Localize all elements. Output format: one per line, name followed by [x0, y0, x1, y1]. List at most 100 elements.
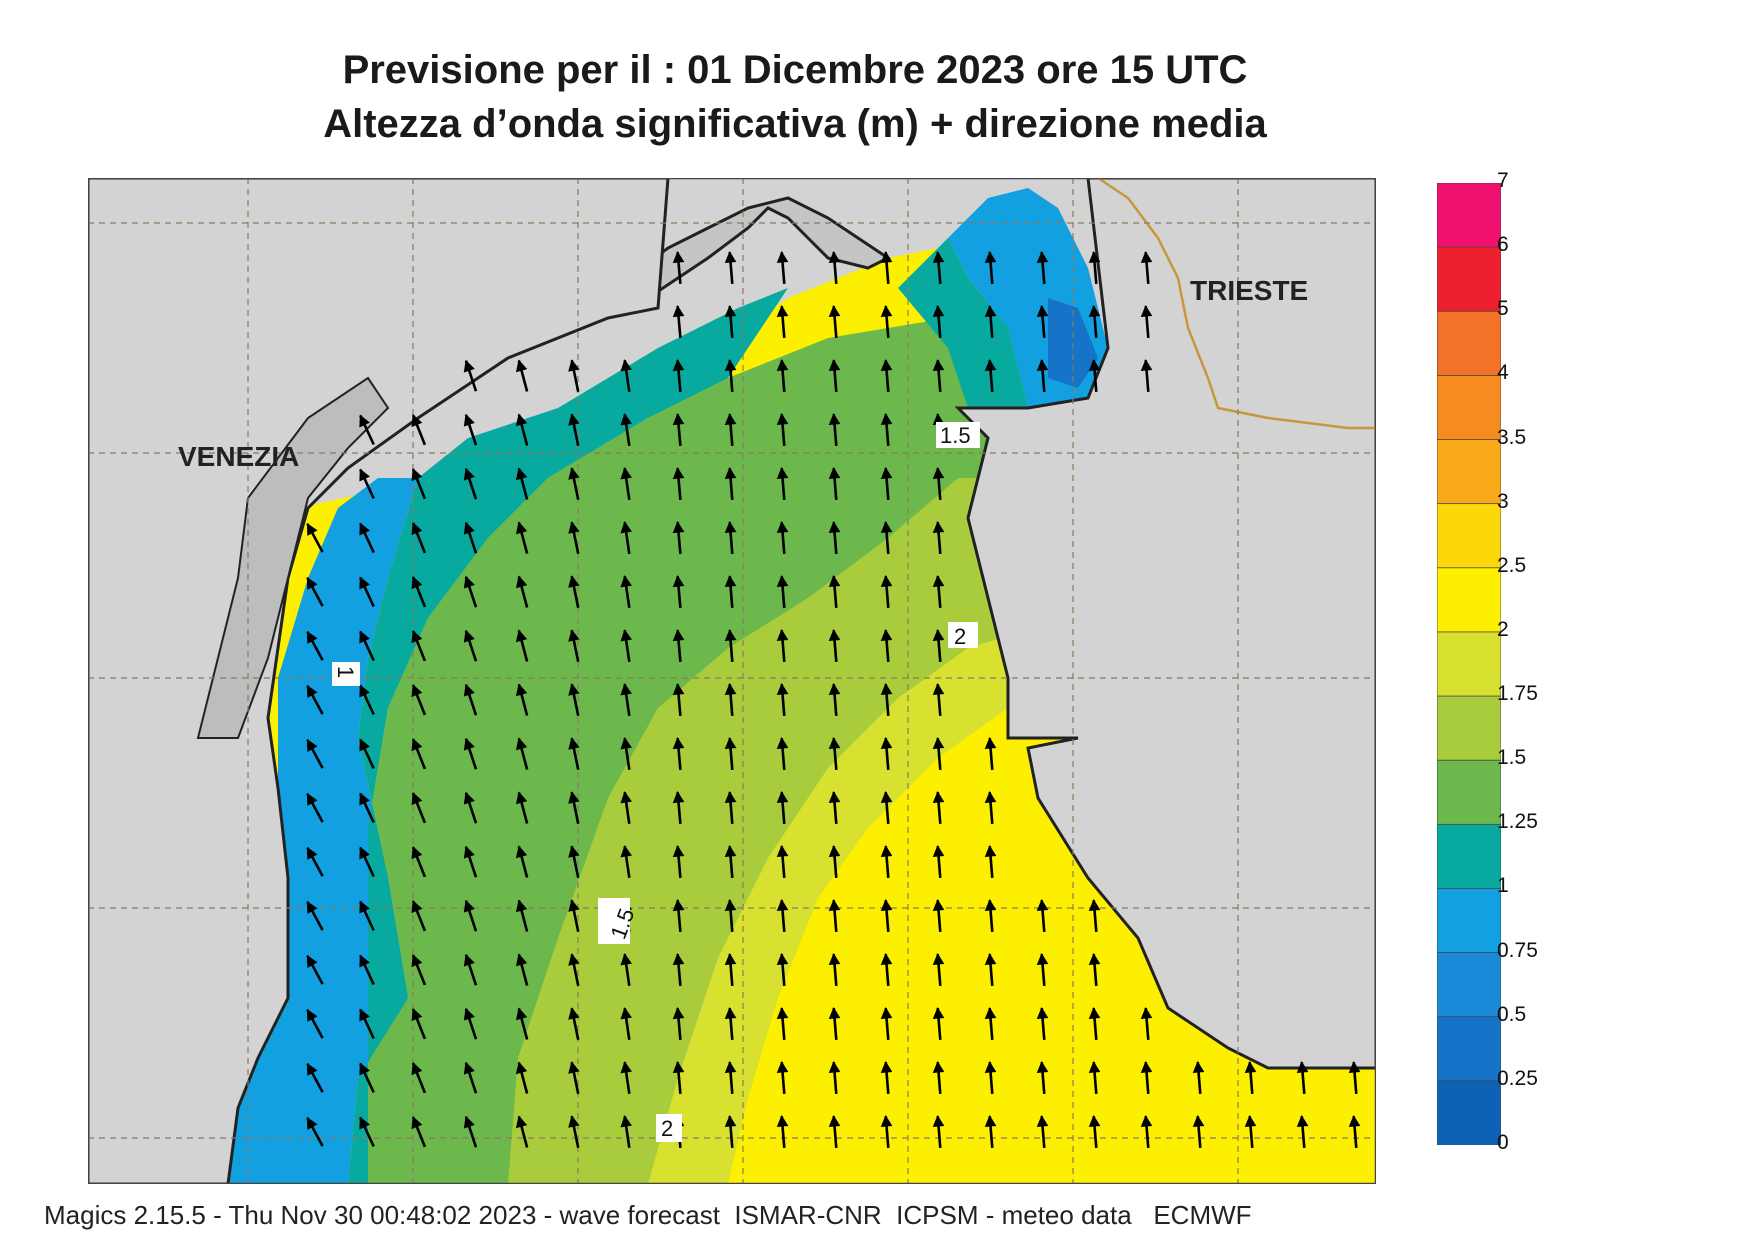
wave-arrow-head — [828, 844, 841, 857]
wave-arrow-head — [463, 737, 475, 751]
legend-label: 3 — [1497, 489, 1509, 513]
wave-arrow-head — [359, 630, 370, 644]
wave-arrow-head — [932, 736, 945, 749]
wave-arrow-head — [411, 684, 423, 698]
wave-arrow-head — [672, 898, 685, 912]
legend-label: 0.5 — [1497, 1002, 1527, 1026]
wave-arrow-head — [359, 468, 370, 482]
wave-arrow-head — [306, 1116, 318, 1130]
wave-arrow-head — [1140, 1006, 1153, 1019]
wave-direction-arrows — [306, 250, 1361, 1149]
wave-arrow-head — [828, 952, 841, 965]
wave-arrow-head — [411, 1062, 423, 1076]
wave-arrow-head — [568, 953, 580, 966]
wave-arrow-head — [880, 790, 893, 803]
wave-arrow-head — [984, 1060, 997, 1073]
national-border — [1097, 178, 1376, 430]
wave-arrow-head — [724, 358, 737, 371]
svg-text:2: 2 — [661, 1116, 673, 1141]
wave-arrow-head — [359, 792, 370, 806]
wave-arrow-head — [984, 898, 997, 911]
wave-arrow-head — [620, 845, 632, 858]
wave-arrow-head — [828, 304, 841, 317]
wave-arrow-head — [1088, 952, 1101, 965]
wave-arrow-head — [620, 629, 632, 642]
wave-arrow-head — [1036, 952, 1049, 965]
wave-arrow-head — [724, 304, 737, 317]
wave-arrow-head — [620, 791, 632, 804]
wave-arrow-head — [568, 1061, 580, 1074]
sea-zone-teal-west — [348, 288, 788, 1184]
wave-arrow-head — [932, 250, 945, 263]
wave-arrow-head — [515, 899, 528, 913]
wave-arrow-head — [359, 1116, 370, 1130]
wave-arrow-head — [828, 466, 841, 479]
wave-arrow-head — [984, 250, 997, 263]
footer-credits: Magics 2.15.5 - Thu Nov 30 00:48:02 2023… — [44, 1200, 1252, 1230]
wave-arrow-head — [672, 412, 685, 426]
wave-arrow-head — [359, 738, 370, 752]
legend-label: 0.25 — [1497, 1066, 1538, 1090]
wave-arrow-head — [515, 629, 528, 643]
wave-arrow-head — [672, 466, 685, 480]
wave-arrow-head — [828, 628, 841, 641]
wave-arrow-head — [880, 1114, 893, 1127]
wave-arrow-head — [828, 1006, 841, 1019]
svg-text:1.5: 1.5 — [940, 423, 971, 448]
wave-arrow-head — [359, 684, 370, 698]
wave-arrow-head — [306, 576, 318, 590]
wave-arrow-head — [776, 628, 789, 641]
wave-arrow-head — [515, 521, 528, 535]
wave-arrow-head — [463, 575, 475, 589]
wave-arrow-head — [984, 1006, 997, 1019]
wave-arrow-head — [1036, 1060, 1049, 1073]
wave-arrow-head — [1088, 1006, 1101, 1019]
wave-arrow-head — [463, 845, 475, 859]
legend-swatch — [1437, 1016, 1501, 1082]
wave-arrow-head — [776, 358, 789, 371]
map-frame — [88, 178, 1376, 1184]
wave-arrow-head — [359, 900, 370, 914]
map-title-line2: Altezza d’onda significativa (m) + direz… — [323, 102, 1267, 146]
wave-arrow-head — [463, 683, 475, 697]
wave-arrow-head — [568, 413, 580, 426]
wave-arrow-head — [1036, 358, 1049, 371]
wave-arrow-head — [672, 520, 685, 534]
wave-arrow-head — [359, 1062, 370, 1076]
wave-arrow-head — [880, 1060, 893, 1073]
land-istria — [954, 178, 1376, 1070]
wave-arrow-head — [932, 898, 945, 911]
wave-arrow-head — [1088, 898, 1101, 911]
wave-arrow-head — [672, 844, 685, 858]
wave-arrow-head — [411, 738, 423, 752]
wave-arrow-head — [776, 1006, 789, 1019]
wave-arrow-head — [411, 630, 423, 644]
wave-arrow-head — [515, 1115, 528, 1129]
wave-arrow-head — [620, 521, 632, 534]
wave-arrow-head — [1036, 250, 1049, 263]
contour-label-2-north: 2 — [948, 622, 978, 649]
wave-arrow-head — [880, 844, 893, 857]
land-venice — [88, 178, 670, 1184]
legend-label: 1.5 — [1497, 746, 1527, 770]
wave-arrow-head — [880, 952, 893, 965]
legend-swatch — [1437, 631, 1501, 697]
legend-swatch — [1437, 567, 1501, 633]
legend-swatch — [1437, 246, 1501, 313]
wave-arrow-head — [776, 412, 789, 425]
wave-arrow-head — [463, 1061, 475, 1075]
wave-arrow-head — [828, 250, 841, 263]
wave-arrow-head — [463, 791, 475, 805]
wave-arrow-head — [1088, 304, 1101, 317]
wave-arrow-head — [724, 628, 737, 641]
wave-arrow-head — [880, 466, 893, 479]
legend-label: 1.25 — [1497, 810, 1538, 834]
legend-label: 1 — [1497, 874, 1509, 898]
wave-arrow-head — [568, 1115, 580, 1128]
legend-label: 5 — [1497, 297, 1509, 321]
wave-arrow-head — [515, 413, 528, 427]
wave-arrow-head — [672, 790, 685, 804]
wave-arrow-head — [359, 522, 370, 536]
wave-arrow-head — [306, 684, 318, 698]
wave-arrow-head — [672, 628, 685, 642]
